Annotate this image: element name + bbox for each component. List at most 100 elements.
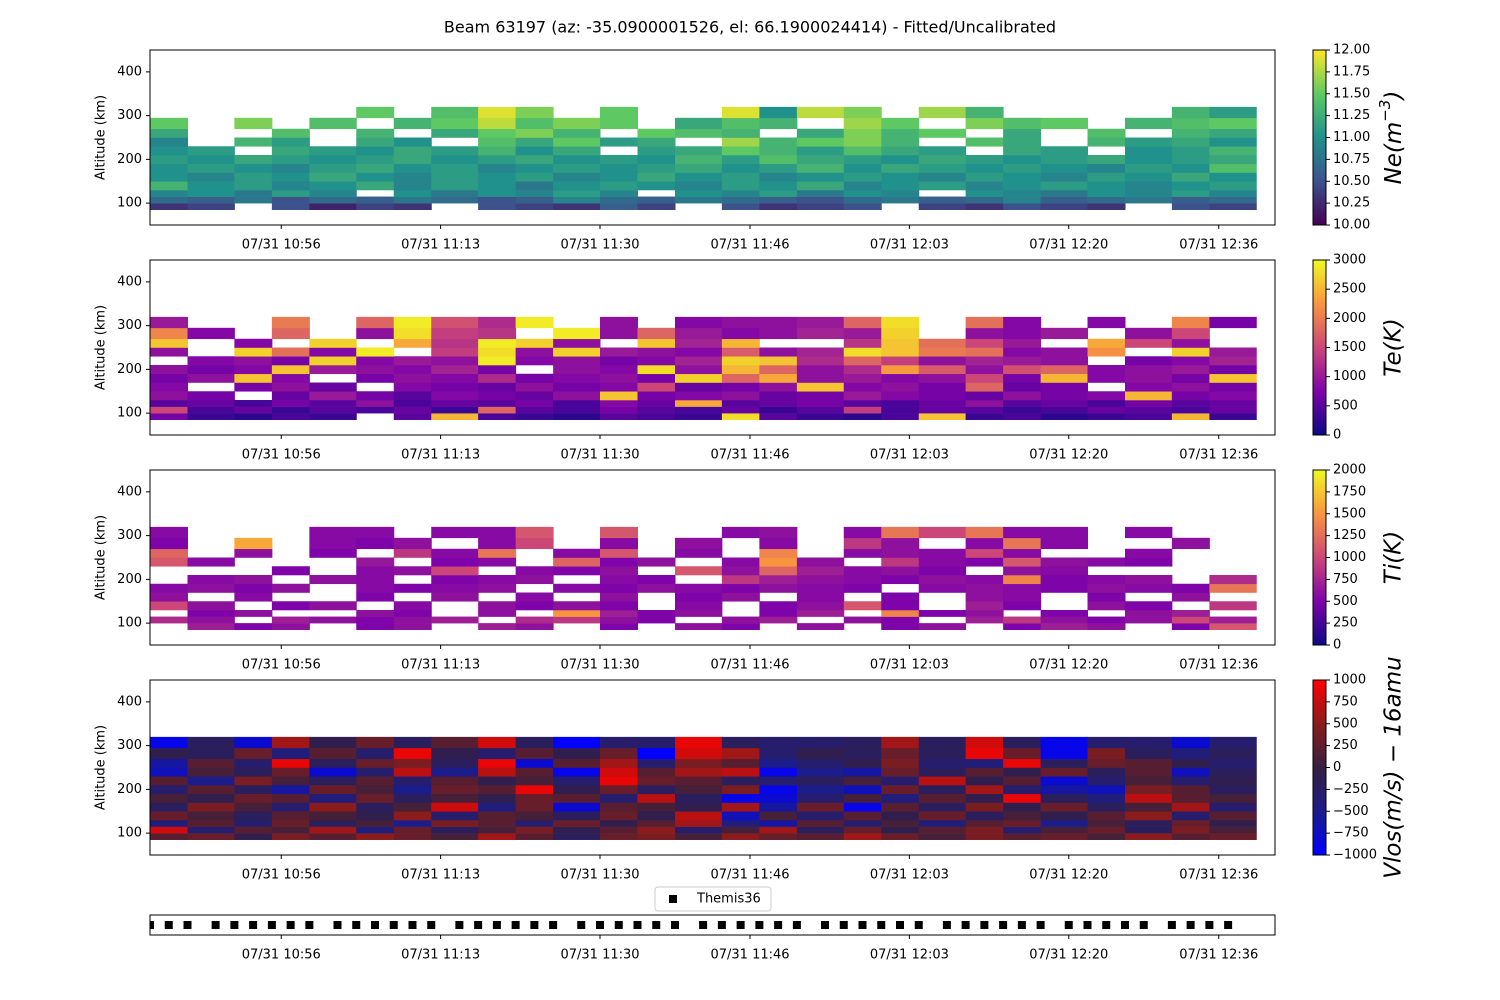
heatmap-cell xyxy=(1171,400,1210,407)
heatmap-cell xyxy=(675,163,723,173)
heatmap-cell xyxy=(1209,365,1257,375)
heatmap-cell xyxy=(1087,575,1126,585)
heatmap-cell xyxy=(515,802,554,812)
heatmap-cell xyxy=(187,575,235,585)
heatmap-cell xyxy=(881,758,920,768)
heatmap-cell xyxy=(1003,316,1042,329)
heatmap-cell xyxy=(675,196,723,204)
colorbar-tick-label: 0 xyxy=(1333,638,1341,653)
x-tick-label: 07/31 12:20 xyxy=(1029,658,1108,673)
heatmap-cell xyxy=(675,785,723,795)
colorbar-tick-label: −500 xyxy=(1333,804,1369,819)
heatmap-cell xyxy=(1087,758,1126,768)
heatmap-cell xyxy=(150,526,188,539)
heatmap-cell xyxy=(1171,413,1210,420)
heatmap-cell xyxy=(431,566,479,576)
marker xyxy=(492,921,501,929)
heatmap-cell xyxy=(918,557,967,567)
heatmap-cell xyxy=(515,382,554,392)
heatmap-cell xyxy=(1125,400,1173,407)
marker xyxy=(577,921,586,929)
heatmap-cell xyxy=(515,785,554,795)
colorbar-tick-label: 250 xyxy=(1333,738,1358,753)
heatmap-cell xyxy=(843,365,882,375)
heatmap-cell xyxy=(356,776,395,786)
marker xyxy=(408,921,417,929)
heatmap-cell xyxy=(150,767,188,777)
x-tick-label: 07/31 12:03 xyxy=(870,658,949,673)
heatmap-cell xyxy=(1040,793,1088,803)
heatmap-cell xyxy=(637,811,676,821)
heatmap-cell xyxy=(759,196,798,204)
heatmap-cell xyxy=(796,623,845,630)
heatmap-cell xyxy=(675,327,723,340)
heatmap-cell xyxy=(721,747,760,760)
heatmap-cell xyxy=(393,776,432,786)
heatmap-cell xyxy=(881,117,920,130)
heatmap-cell xyxy=(1171,356,1210,366)
heatmap-cell xyxy=(1125,793,1173,803)
heatmap-cell xyxy=(675,406,723,414)
heatmap-cell xyxy=(918,811,967,821)
heatmap-cell xyxy=(965,382,1004,392)
x-tick-label: 07/31 12:03 xyxy=(870,868,949,883)
heatmap-cell xyxy=(965,575,1004,585)
heatmap-cell xyxy=(431,826,479,834)
heatmap-cell xyxy=(1040,785,1088,795)
heatmap-cell xyxy=(234,623,273,630)
heatmap-cell xyxy=(721,413,760,420)
heatmap-cell xyxy=(309,190,357,197)
heatmap-cell xyxy=(234,802,273,812)
heatmap-cell xyxy=(796,382,845,392)
heatmap-cell xyxy=(759,802,798,812)
heatmap-cell xyxy=(187,196,235,204)
heatmap-cell xyxy=(1209,347,1257,357)
heatmap-cell xyxy=(553,373,601,383)
heatmap-cell xyxy=(881,566,920,576)
heatmap-cell xyxy=(1003,347,1042,357)
heatmap-cell xyxy=(309,833,357,840)
heatmap-cell xyxy=(796,203,845,210)
heatmap-cell xyxy=(515,347,554,357)
heatmap-cell xyxy=(431,365,479,375)
heatmap-cell xyxy=(843,736,882,749)
heatmap-cell xyxy=(271,747,310,760)
legend-box xyxy=(654,886,772,912)
heatmap-cell xyxy=(1171,338,1210,348)
colorbar-tick-label: 3000 xyxy=(1333,253,1366,268)
y-tick-label: 300 xyxy=(117,528,142,543)
heatmap-cell xyxy=(150,373,188,383)
heatmap-cell xyxy=(1209,155,1257,165)
heatmap-cell xyxy=(1171,128,1210,138)
heatmap-cell xyxy=(600,776,638,786)
heatmap-cell xyxy=(675,833,723,840)
heatmap-cell xyxy=(309,802,357,812)
heatmap-cell xyxy=(843,833,882,840)
heatmap-cell xyxy=(881,155,920,165)
heatmap-cell xyxy=(759,826,798,834)
heatmap-cell xyxy=(234,811,273,821)
heatmap-cell xyxy=(515,575,554,585)
heatmap-cell xyxy=(759,616,798,624)
heatmap-cell xyxy=(187,811,235,821)
heatmap-cell xyxy=(759,610,798,617)
heatmap-cell xyxy=(1171,365,1210,375)
heatmap-cell xyxy=(1171,106,1210,119)
marker xyxy=(164,921,173,929)
heatmap-cell xyxy=(918,356,967,366)
heatmap-cell xyxy=(675,128,723,138)
heatmap-cell xyxy=(721,196,760,204)
heatmap-cell xyxy=(1209,616,1257,624)
heatmap-cell xyxy=(600,365,638,375)
heatmap-cell xyxy=(150,802,188,812)
heatmap-cell xyxy=(431,592,479,602)
colorbar-tick-label: 1000 xyxy=(1333,369,1366,384)
heatmap-cell xyxy=(393,338,432,348)
heatmap-cell xyxy=(478,537,517,550)
heatmap-cell xyxy=(965,616,1004,624)
heatmap-cell xyxy=(234,163,273,173)
heatmap-cell xyxy=(843,316,882,329)
heatmap-cell xyxy=(796,767,845,777)
heatmap-cell xyxy=(187,146,235,156)
x-tick-label: 07/31 12:36 xyxy=(1179,238,1258,253)
